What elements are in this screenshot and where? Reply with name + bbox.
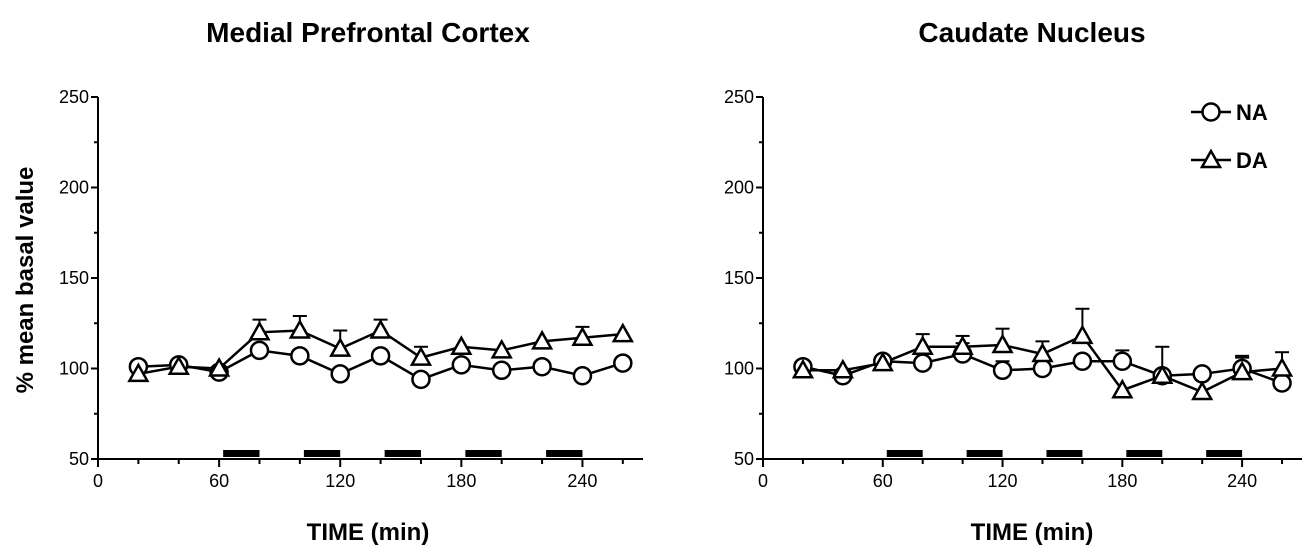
y-tick-label: 50 bbox=[69, 449, 89, 469]
data-point-na bbox=[992, 360, 1013, 381]
data-point-da bbox=[1111, 378, 1134, 399]
data-point-da bbox=[791, 358, 815, 379]
y-axis-label: % mean basal value bbox=[12, 167, 39, 394]
data-point-da bbox=[369, 318, 392, 339]
data-point-na bbox=[491, 360, 512, 381]
x-tick-label: 240 bbox=[567, 471, 597, 491]
data-point-da bbox=[611, 322, 634, 343]
data-point-da bbox=[1151, 364, 1174, 384]
data-point-da bbox=[450, 335, 473, 356]
legend-marker-da bbox=[1199, 148, 1223, 169]
data-point-na bbox=[532, 356, 552, 377]
data-point-da bbox=[871, 351, 894, 372]
data-point-na bbox=[613, 353, 633, 373]
y-tick-label: 150 bbox=[59, 268, 89, 288]
treatment-bar bbox=[546, 450, 583, 457]
y-tick-label: 150 bbox=[724, 268, 754, 288]
data-point-na bbox=[1112, 351, 1133, 372]
treatment-bar bbox=[886, 450, 923, 457]
x-tick-label: 60 bbox=[209, 471, 229, 491]
data-point-na bbox=[572, 365, 593, 386]
treatment-bar bbox=[384, 450, 421, 457]
treatment-bar bbox=[303, 450, 341, 457]
x-tick-label: 240 bbox=[1227, 471, 1257, 491]
data-point-da bbox=[288, 318, 311, 339]
y-tick-label: 250 bbox=[724, 87, 754, 107]
legend-label-da: DA bbox=[1236, 148, 1268, 173]
treatment-bar bbox=[966, 450, 1003, 457]
x-tick-label: 120 bbox=[988, 471, 1018, 491]
data-point-da bbox=[207, 356, 231, 377]
data-point-na bbox=[249, 340, 270, 361]
data-point-da bbox=[1191, 380, 1214, 401]
y-tick-label: 100 bbox=[724, 359, 754, 379]
data-point-na bbox=[1032, 358, 1053, 379]
data-point-da bbox=[409, 346, 433, 366]
data-point-na bbox=[912, 353, 933, 373]
data-point-na bbox=[1272, 373, 1292, 393]
data-point-da bbox=[911, 335, 934, 356]
x-axis-label: TIME (min) bbox=[307, 519, 430, 546]
chart-title: Caudate Nucleus bbox=[918, 17, 1145, 48]
x-tick-label: 180 bbox=[1107, 471, 1137, 491]
data-point-da bbox=[248, 320, 271, 341]
treatment-bar bbox=[1206, 450, 1243, 457]
treatment-bar bbox=[465, 450, 502, 457]
data-point-da bbox=[490, 338, 513, 359]
legend-label-na: NA bbox=[1236, 100, 1268, 125]
data-point-da bbox=[1071, 324, 1094, 345]
data-point-da bbox=[951, 335, 974, 356]
data-point-na bbox=[1192, 364, 1212, 384]
data-point-da bbox=[1270, 356, 1294, 377]
y-tick-label: 200 bbox=[59, 178, 89, 198]
chart-title: Medial Prefrontal Cortex bbox=[206, 17, 530, 48]
data-point-da bbox=[530, 329, 554, 350]
x-tick-label: 180 bbox=[446, 471, 476, 491]
x-tick-label: 0 bbox=[93, 471, 103, 491]
data-point-da bbox=[571, 326, 594, 346]
x-axis-label: TIME (min) bbox=[971, 519, 1094, 546]
y-tick-label: 200 bbox=[724, 178, 754, 198]
y-tick-label: 250 bbox=[59, 87, 89, 107]
chart-panel-mpfc: Medial Prefrontal Cortex % mean basal va… bbox=[12, 17, 643, 546]
data-point-na bbox=[290, 346, 310, 366]
x-tick-label: 0 bbox=[758, 471, 768, 491]
y-tick-label: 100 bbox=[59, 359, 89, 379]
plot-area: 50 100 150 200 250 0 60 120 180 240 bbox=[59, 87, 643, 491]
data-point-da bbox=[831, 358, 854, 379]
treatment-bar bbox=[1046, 450, 1083, 457]
data-point-na bbox=[411, 369, 431, 390]
data-point-da bbox=[329, 337, 352, 357]
x-tick-label: 60 bbox=[873, 471, 893, 491]
treatment-bar bbox=[1126, 450, 1163, 457]
data-point-da bbox=[167, 355, 190, 375]
treatment-bar bbox=[223, 450, 260, 457]
data-point-na bbox=[370, 346, 391, 366]
legend: NA DA bbox=[1191, 100, 1268, 173]
y-tick-label: 50 bbox=[734, 449, 754, 469]
legend-marker-na bbox=[1201, 102, 1221, 122]
data-point-na bbox=[330, 364, 350, 384]
x-tick-label: 120 bbox=[325, 471, 355, 491]
data-point-da bbox=[991, 333, 1014, 354]
data-point-da bbox=[1031, 342, 1054, 363]
data-point-na bbox=[451, 355, 472, 375]
chart-panel-caudate: Caudate Nucleus TIME (min) 50 100 150 200 25… bbox=[724, 17, 1302, 546]
data-point-da bbox=[1230, 360, 1254, 381]
plot-area: 50 100 150 200 250 0 60 120 180 240 bbox=[724, 87, 1302, 491]
data-point-na bbox=[1072, 351, 1093, 372]
data-point-da bbox=[127, 362, 150, 383]
